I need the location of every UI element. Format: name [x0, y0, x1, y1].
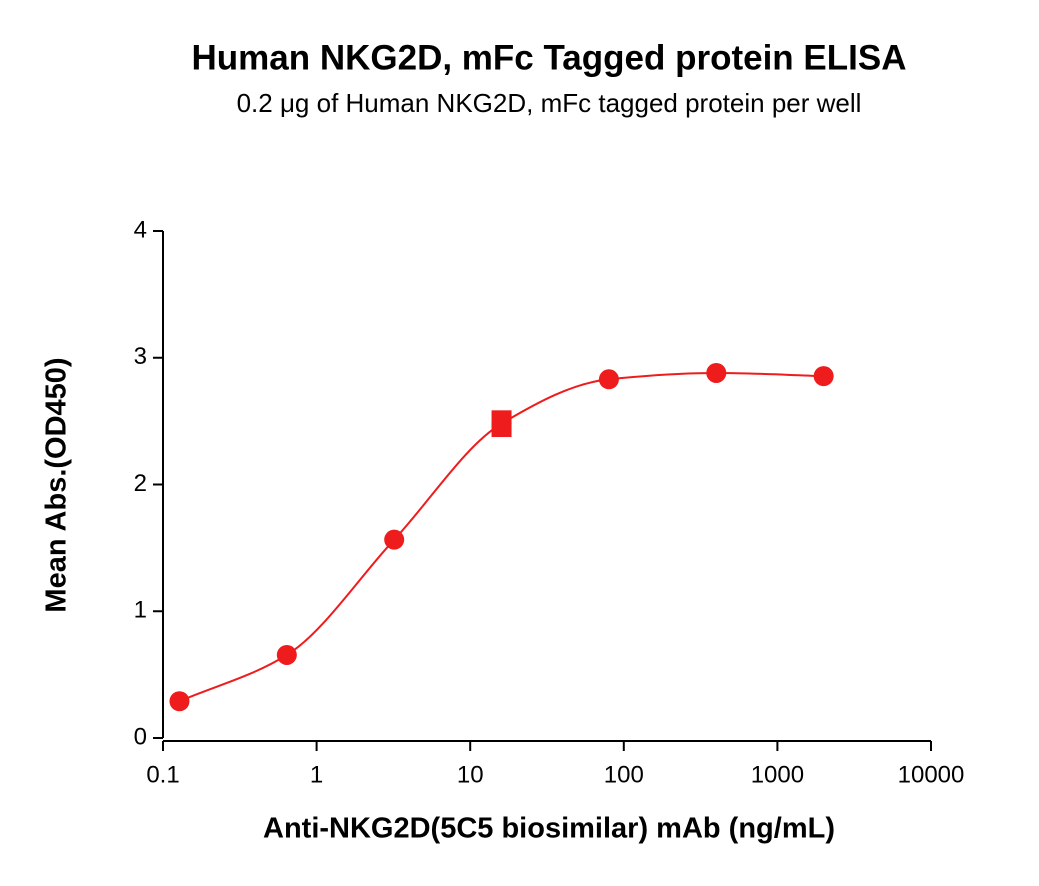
y-tick-label: 3	[134, 343, 147, 370]
x-tick-label: 10	[457, 761, 484, 788]
data-point	[169, 691, 190, 712]
y-tick-label: 1	[134, 597, 147, 624]
data-point	[813, 366, 834, 387]
data-point	[598, 369, 619, 390]
data-point	[276, 644, 297, 665]
y-tick-label: 0	[134, 723, 147, 750]
x-tick-label: 1000	[751, 761, 804, 788]
y-axis-label: Mean Abs.(OD450)	[41, 357, 73, 612]
data-point	[706, 362, 727, 383]
x-tick-label: 1	[310, 761, 323, 788]
chart-title: Human NKG2D, mFc Tagged protein ELISA	[192, 38, 907, 77]
chart-subtitle: 0.2 μg of Human NKG2D, mFc tagged protei…	[237, 88, 862, 118]
x-tick-label: 0.1	[146, 761, 179, 788]
data-point	[491, 413, 512, 434]
x-tick-label: 100	[604, 761, 644, 788]
x-axis-label: Anti-NKG2D(5C5 biosimilar) mAb (ng/mL)	[263, 813, 835, 845]
y-tick-label: 4	[134, 216, 147, 243]
y-tick-label: 2	[134, 470, 147, 497]
x-tick-label: 10000	[898, 761, 965, 788]
data-point	[384, 529, 405, 550]
